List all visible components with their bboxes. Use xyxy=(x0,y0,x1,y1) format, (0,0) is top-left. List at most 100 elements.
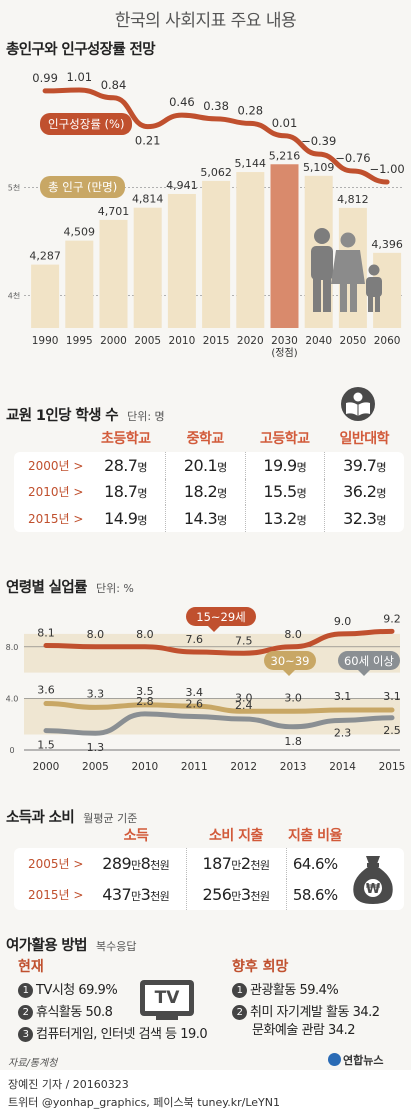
row-year-label: 2005년 > xyxy=(28,857,84,871)
legend-30-39-bg xyxy=(264,651,316,670)
col-income: 소득 xyxy=(123,828,149,844)
population-bar xyxy=(99,219,128,328)
legend-15-29: 15~29세 xyxy=(196,610,245,624)
table-cell: 39.7명 xyxy=(324,452,404,479)
year-tick-label: 2050 xyxy=(340,335,367,347)
unemp-ytick: 4.0 xyxy=(6,694,19,703)
growth-rate-label: 인구성장률 (%) xyxy=(40,113,133,135)
col-university: 일반대학 xyxy=(339,431,390,447)
population-bars: 5천 4천 4,287 1990 4,509 1995 4,701 2000 4,814 2005… xyxy=(8,149,404,359)
peak-note: (정점) xyxy=(271,347,297,359)
unemp-point-label: 8.0 xyxy=(136,628,154,641)
unemp-x-label: 2015 xyxy=(379,761,406,773)
won-symbol: ₩ xyxy=(366,882,381,897)
growth-line-path xyxy=(42,87,390,185)
population-bar-label: 4,941 xyxy=(166,179,198,192)
table-cell: 28.7명 xyxy=(104,455,147,475)
unemp-point-label: 2.8 xyxy=(136,695,154,708)
col-middle: 중학교 xyxy=(186,431,225,447)
legend-tail xyxy=(358,670,370,676)
unemp-point-label: 9.2 xyxy=(383,612,401,625)
growth-point-label: 0.38 xyxy=(203,99,229,113)
leisure-future-item-2: 2 취미 자기계발 활동 34.2 xyxy=(232,1001,380,1020)
teacher-table: 2000년 > 28.7명 20.1명 19.9명 39.7명 2010년 > 18.7명 1… xyxy=(14,452,404,532)
logo-mark-icon xyxy=(328,1053,341,1066)
population-bar-label: 4,812 xyxy=(337,193,369,206)
unemp-series-line xyxy=(43,701,395,714)
table-row: 2010년 > 18.7명 18.2명 15.5명 36.2명 xyxy=(14,478,404,506)
population-bar-label: 5,109 xyxy=(303,161,335,174)
population-bar xyxy=(236,172,265,328)
unemp-point-label: 3.3 xyxy=(87,687,105,700)
col-ratio: 지출 비율 xyxy=(288,828,342,844)
yonhap-logo: 연합뉴스 xyxy=(328,1052,383,1068)
year-tick-label: 2005 xyxy=(134,335,161,347)
growth-point-label: −0.76 xyxy=(335,151,370,165)
source-note: 자료/통계청 xyxy=(8,1058,58,1069)
col-high: 고등학교 xyxy=(259,431,310,447)
unemp-point-label: 2.3 xyxy=(334,726,352,739)
unemp-point-label: 2.6 xyxy=(186,697,204,710)
population-bar xyxy=(167,193,196,328)
table-cell: 18.2명 xyxy=(165,478,245,506)
table-cell: 19.9명 xyxy=(244,452,325,479)
population-title: 총인구와 인구성장률 전망 xyxy=(6,42,156,58)
unemp-point-label: 3.4 xyxy=(186,686,204,699)
unemp-point-label: 3.0 xyxy=(235,691,253,704)
leisure-now-label: 현재 xyxy=(18,959,44,975)
table-row: 2000년 > 28.7명 20.1명 19.9명 39.7명 xyxy=(14,452,404,479)
year-tick-label: 2010 xyxy=(169,335,196,347)
table-row: 2015년 > 14.9명 14.3명 13.2명 32.3명 xyxy=(14,505,404,532)
tv-stand xyxy=(156,1016,178,1020)
growth-point-label: −1.00 xyxy=(369,162,404,176)
leisure-future-item-3: 문화예술 관람 34.2 xyxy=(252,1023,355,1038)
population-bar-label: 4,509 xyxy=(64,226,96,239)
year-tick-label: 2060 xyxy=(374,335,401,347)
leisure-future-label: 향후 희망 xyxy=(232,959,289,975)
growth-point-label: 0.21 xyxy=(135,134,161,148)
year-tick-label: 2015 xyxy=(203,335,230,347)
population-bar xyxy=(31,264,60,328)
unemp-x-label: 2014 xyxy=(329,761,356,773)
population-ytick: 4천 xyxy=(8,291,20,301)
teacher-unit: 단위: 명 xyxy=(127,410,165,423)
table-cell: 36.2명 xyxy=(324,478,404,506)
income-table: 2005년 > 289만8천원 187만2천원 64.6% 2015년 > 437만3천원… xyxy=(14,848,404,910)
row-year-label: 2015년 > xyxy=(28,888,84,902)
leisure-title: 여가활용 방법 xyxy=(6,938,87,954)
book-reader-icon xyxy=(341,387,375,421)
year-tick-label: 2000 xyxy=(100,335,127,347)
population-bar-label: 4,396 xyxy=(371,238,403,251)
unemp-point-label: 3.1 xyxy=(383,690,401,703)
leisure-now-item-3: 3 컴퓨터게임, 인터넷 검색 등 19.0 xyxy=(18,1023,208,1042)
unemployment-chart: 8.0 4.0 0 2000 2005 2010 2011 2012 2013 2014 2015 8… xyxy=(6,607,406,773)
growth-point-label: 0.28 xyxy=(237,103,263,117)
year-tick-label: 2040 xyxy=(305,335,332,347)
unemp-x-label: 2005 xyxy=(82,761,109,773)
ratio-cell: 64.6% xyxy=(285,848,344,879)
unemp-ytick: 8.0 xyxy=(6,643,19,652)
unemp-point-label: 1.8 xyxy=(284,735,302,748)
growth-point-label: −0.39 xyxy=(301,134,336,148)
population-bar-label: 4,287 xyxy=(29,250,61,263)
table-cell: 15.5명 xyxy=(244,478,325,506)
population-bar xyxy=(133,207,162,328)
unemp-point-label: 3.0 xyxy=(284,691,302,704)
unemp-x-label: 2000 xyxy=(33,761,60,773)
year-tick-label: 2030 xyxy=(271,335,298,347)
income-cell: 437만3천원 xyxy=(102,885,170,904)
unemp-point-label: 1.5 xyxy=(37,739,55,752)
legend-60-plus-bg xyxy=(338,651,400,670)
growth-line: 0.99 1.01 0.84 0.21 0.46 0.38 0.28 0.01−0.39 −0.… xyxy=(32,70,405,185)
unemp-point-label: 3.6 xyxy=(37,684,55,697)
population-bar xyxy=(202,180,231,328)
legend-15-29-bg xyxy=(186,607,256,626)
row-year-label: 2000년 > xyxy=(28,458,84,473)
growth-point-label: 0.84 xyxy=(101,78,127,92)
population-bar-label: 5,144 xyxy=(235,157,267,170)
col-elementary: 초등학교 xyxy=(100,431,151,447)
unemployment-unit: 단위: % xyxy=(95,582,134,595)
leisure-sub: 복수응답 xyxy=(95,940,137,953)
leisure-now-item-1: 1 TV시청 69.9% xyxy=(18,979,118,998)
growth-point-label: 0.01 xyxy=(272,116,298,130)
